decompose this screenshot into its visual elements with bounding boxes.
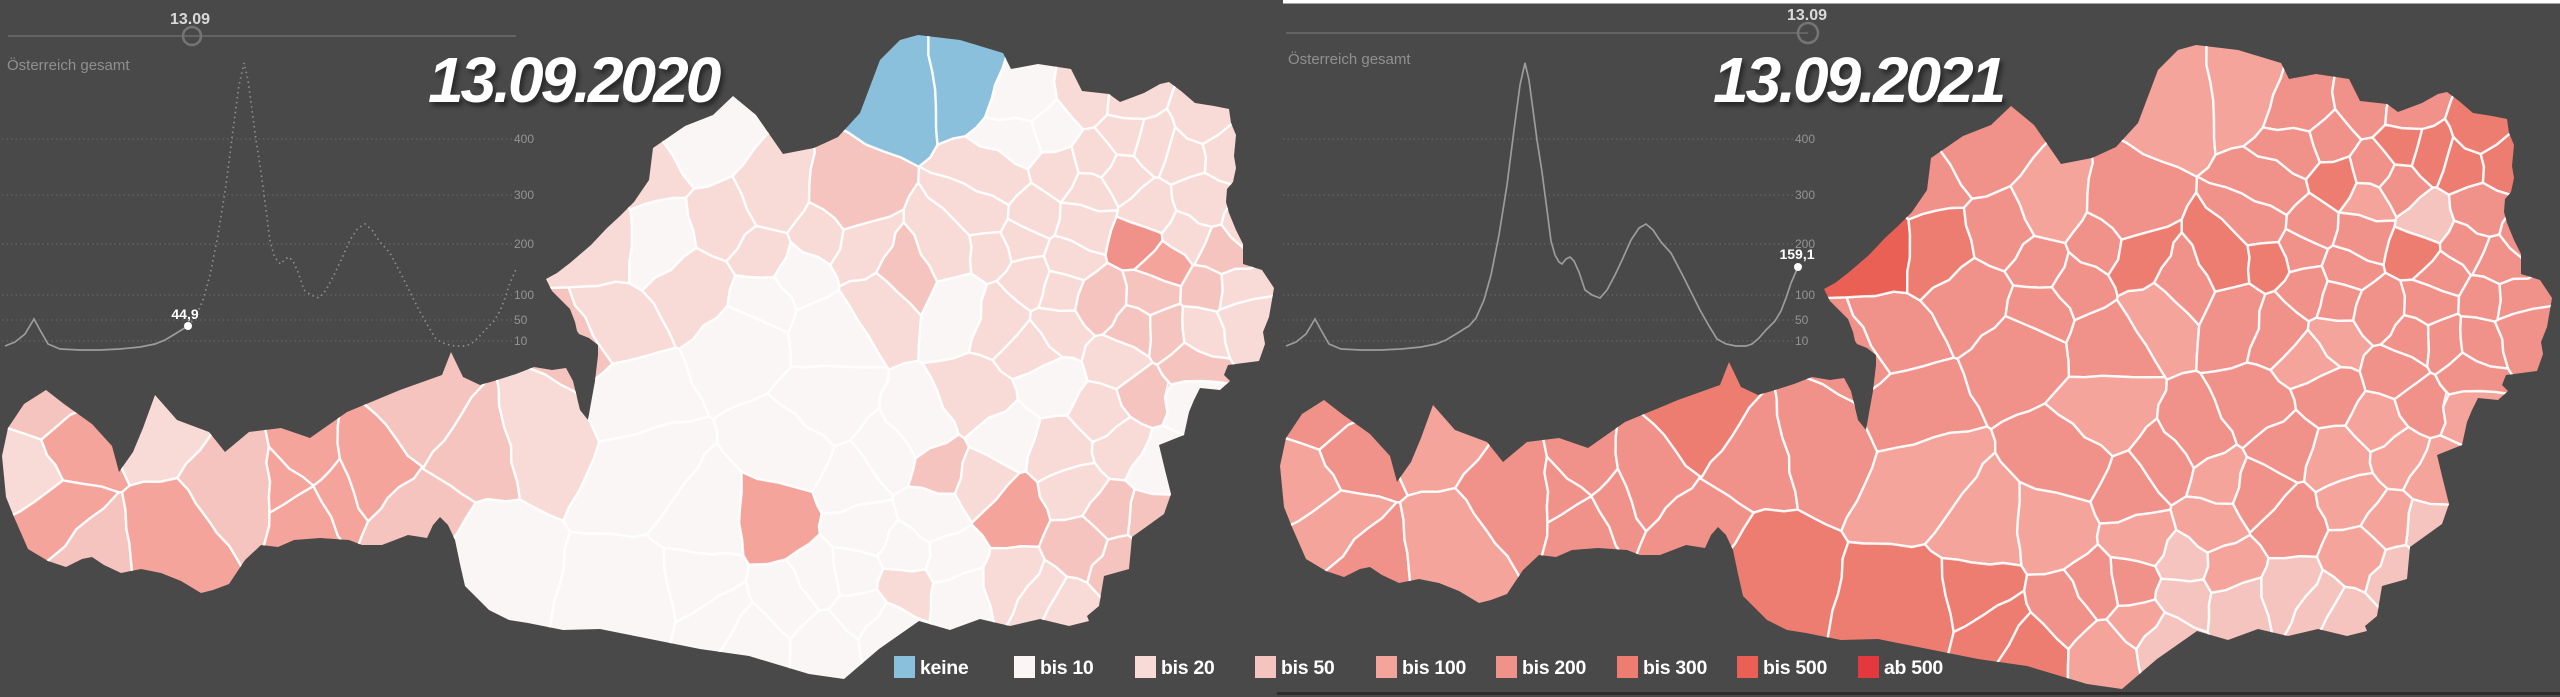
svg-text:Österreich gesamt: Österreich gesamt — [7, 56, 130, 74]
svg-text:400: 400 — [514, 132, 534, 146]
svg-text:ab 500: ab 500 — [1884, 657, 1943, 679]
svg-text:bis 20: bis 20 — [1161, 657, 1215, 679]
svg-text:13.09: 13.09 — [1787, 7, 1827, 24]
svg-text:10: 10 — [1795, 334, 1809, 348]
svg-text:400: 400 — [1795, 132, 1815, 146]
svg-text:200: 200 — [514, 237, 534, 251]
svg-text:100: 100 — [514, 288, 534, 302]
svg-text:44,9: 44,9 — [171, 306, 198, 322]
svg-text:bis 10: bis 10 — [1040, 657, 1094, 679]
svg-text:300: 300 — [514, 188, 534, 202]
svg-text:200: 200 — [1795, 237, 1815, 251]
svg-text:bis 100: bis 100 — [1402, 657, 1466, 679]
svg-text:bis 50: bis 50 — [1281, 657, 1335, 679]
svg-text:bis 200: bis 200 — [1522, 657, 1586, 679]
svg-text:100: 100 — [1795, 288, 1815, 302]
svg-text:159,1: 159,1 — [1779, 246, 1814, 262]
svg-text:Österreich gesamt: Österreich gesamt — [1288, 50, 1411, 68]
svg-text:50: 50 — [1795, 313, 1809, 327]
svg-text:50: 50 — [514, 313, 528, 327]
svg-text:10: 10 — [514, 334, 528, 348]
svg-text:bis 500: bis 500 — [1763, 657, 1827, 679]
svg-text:300: 300 — [1795, 188, 1815, 202]
svg-text:keine: keine — [920, 657, 969, 679]
svg-text:13.09: 13.09 — [170, 11, 210, 28]
svg-text:bis 300: bis 300 — [1643, 657, 1707, 679]
